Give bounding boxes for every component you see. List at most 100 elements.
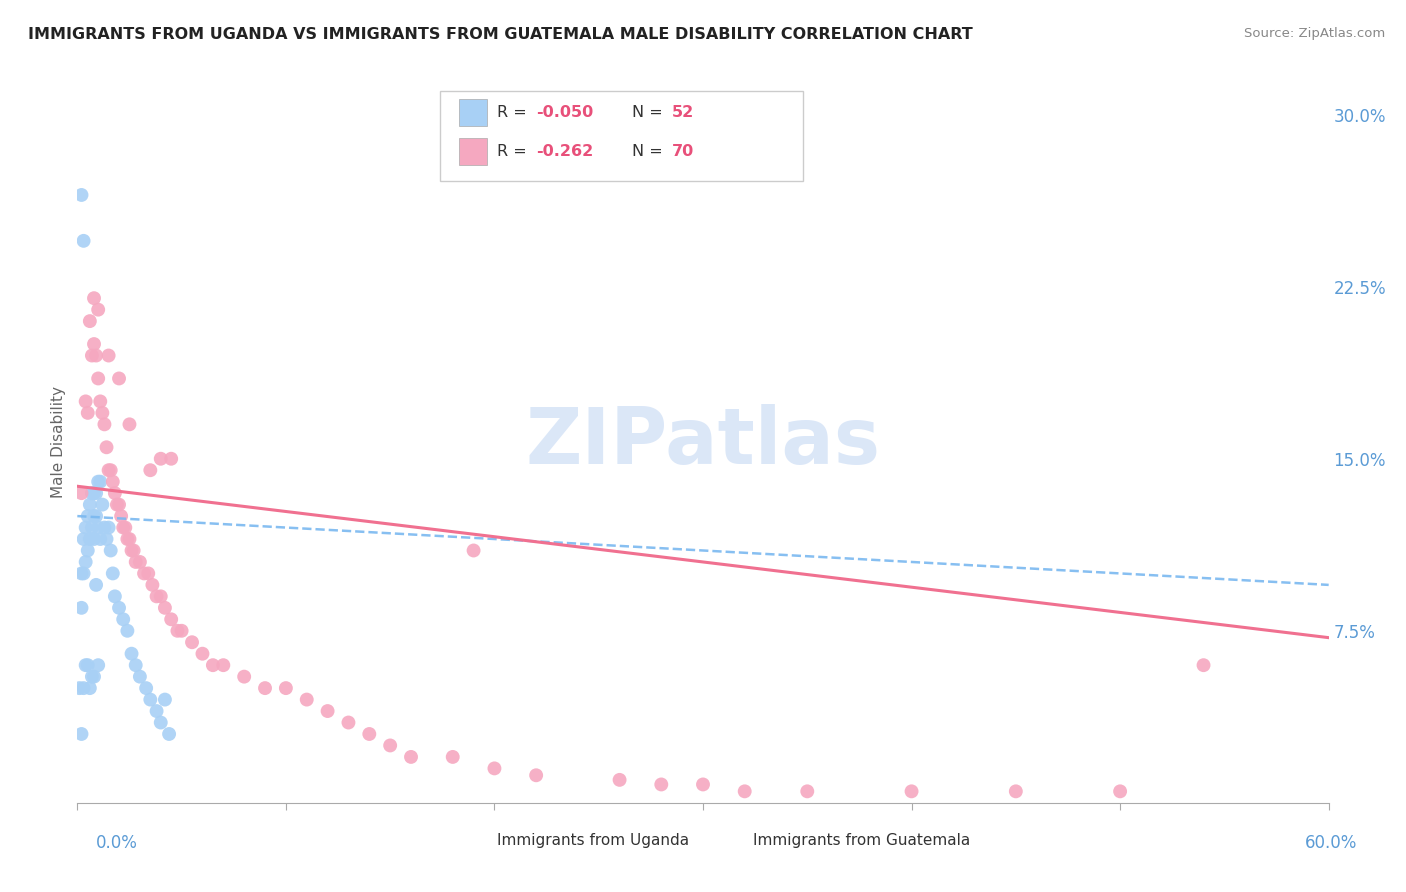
Point [87, 658, 110, 673]
Point [101, 475, 124, 489]
Text: -0.262: -0.262 [537, 145, 593, 159]
Point [93, 417, 115, 432]
Point [89, 394, 111, 409]
Point [149, 715, 172, 730]
Point [83, 509, 105, 524]
Point [201, 658, 224, 673]
FancyBboxPatch shape [458, 138, 486, 165]
Point [121, 647, 143, 661]
Text: ZIPatlas: ZIPatlas [526, 403, 880, 480]
Point [170, 624, 193, 638]
Point [316, 704, 339, 718]
Point [70, 486, 93, 500]
Point [76, 543, 98, 558]
Point [650, 777, 672, 791]
Point [160, 612, 183, 626]
Text: N =: N = [631, 105, 668, 120]
Point [97, 349, 120, 363]
Point [80, 486, 103, 500]
Point [101, 566, 124, 581]
Point [1109, 784, 1132, 798]
Point [84, 578, 107, 592]
Point [83, 532, 105, 546]
Point [191, 647, 214, 661]
FancyBboxPatch shape [458, 830, 486, 851]
Text: IMMIGRANTS FROM UGANDA VS IMMIGRANTS FROM GUATEMALA MALE DISABILITY CORRELATION : IMMIGRANTS FROM UGANDA VS IMMIGRANTS FRO… [28, 27, 973, 42]
Point [796, 784, 818, 798]
Point [734, 784, 756, 798]
Point [97, 463, 120, 477]
Point [87, 520, 110, 534]
Point [105, 498, 128, 512]
Point [87, 475, 110, 489]
Point [79, 314, 101, 328]
Point [121, 543, 143, 558]
Point [80, 349, 103, 363]
Text: Source: ZipAtlas.com: Source: ZipAtlas.com [1244, 27, 1385, 40]
Point [129, 555, 152, 569]
Point [83, 337, 105, 351]
Text: Immigrants from Guatemala: Immigrants from Guatemala [754, 833, 970, 848]
Point [160, 451, 183, 466]
Point [359, 727, 381, 741]
Point [112, 612, 135, 626]
Point [79, 498, 101, 512]
Point [76, 509, 98, 524]
Point [79, 681, 101, 695]
Point [139, 692, 162, 706]
Point [83, 291, 105, 305]
Point [1192, 658, 1215, 673]
Point [83, 670, 105, 684]
Text: N =: N = [631, 145, 668, 159]
Point [96, 440, 118, 454]
Point [157, 727, 180, 741]
Point [70, 188, 93, 202]
Point [524, 768, 547, 782]
Point [253, 681, 276, 695]
Point [125, 658, 148, 673]
Point [129, 670, 152, 684]
Point [337, 715, 360, 730]
Point [84, 509, 107, 524]
Point [153, 692, 176, 706]
Point [80, 520, 103, 534]
Point [166, 624, 188, 638]
Point [100, 463, 122, 477]
Point [484, 761, 506, 775]
Point [117, 532, 139, 546]
Point [84, 349, 107, 363]
Point [96, 532, 118, 546]
Point [399, 750, 422, 764]
Text: 60.0%: 60.0% [1305, 834, 1357, 852]
Text: R =: R = [496, 145, 531, 159]
Point [378, 739, 402, 753]
Point [108, 600, 131, 615]
Point [145, 704, 167, 718]
Point [135, 681, 157, 695]
Point [70, 600, 93, 615]
Point [118, 532, 141, 546]
Text: 0.0%: 0.0% [96, 834, 138, 852]
Point [1004, 784, 1026, 798]
Y-axis label: Male Disability: Male Disability [51, 385, 66, 498]
Point [87, 371, 110, 385]
Point [233, 670, 256, 684]
Point [181, 635, 204, 649]
Point [89, 475, 111, 489]
Text: -0.050: -0.050 [537, 105, 593, 120]
Point [89, 532, 111, 546]
Point [100, 543, 122, 558]
Point [83, 486, 105, 500]
Point [441, 750, 464, 764]
Point [72, 532, 94, 546]
Point [79, 532, 101, 546]
Point [93, 520, 115, 534]
Point [114, 520, 136, 534]
Point [75, 520, 97, 534]
Point [75, 555, 97, 569]
Point [72, 681, 94, 695]
Point [72, 234, 94, 248]
Point [76, 658, 98, 673]
Point [97, 520, 120, 534]
Point [76, 406, 98, 420]
